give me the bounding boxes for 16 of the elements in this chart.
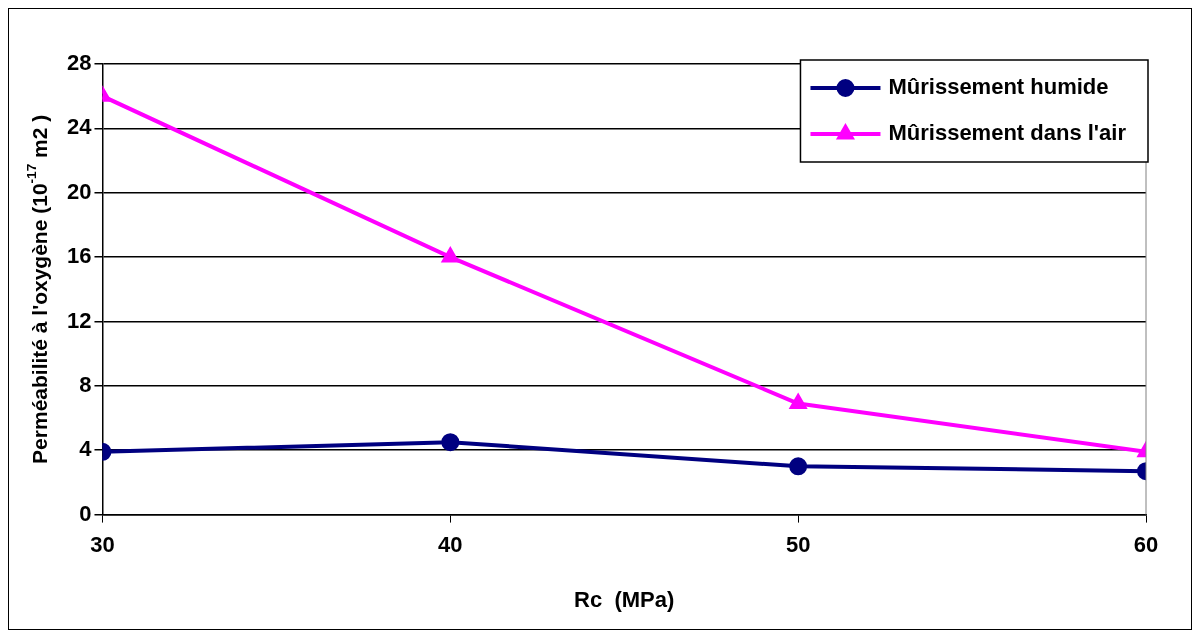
x-tick-label: 60 xyxy=(1133,531,1159,557)
x-axis-title: Rc (MPa) xyxy=(574,587,675,613)
y-tick-label: 28 xyxy=(66,50,92,76)
legend-label: Mûrissement humide xyxy=(888,74,1109,100)
x-tick-label: 30 xyxy=(90,531,115,557)
x-tick-label: 40 xyxy=(438,531,463,557)
y-tick-label: 0 xyxy=(79,500,92,526)
x-tick-label: 50 xyxy=(785,531,811,557)
y-tick-label: 4 xyxy=(79,436,93,462)
legend-label: Mûrissement dans l'air xyxy=(888,120,1127,146)
y-axis-title: Perméabilité à l'oxygène (10-17 m2 ) xyxy=(24,114,51,464)
y-tick-label: 20 xyxy=(66,178,92,204)
y-tick-label: 24 xyxy=(66,114,93,140)
y-tick-label: 16 xyxy=(66,243,92,269)
y-tick-label: 8 xyxy=(79,371,92,397)
y-tick-label: 12 xyxy=(66,307,92,333)
